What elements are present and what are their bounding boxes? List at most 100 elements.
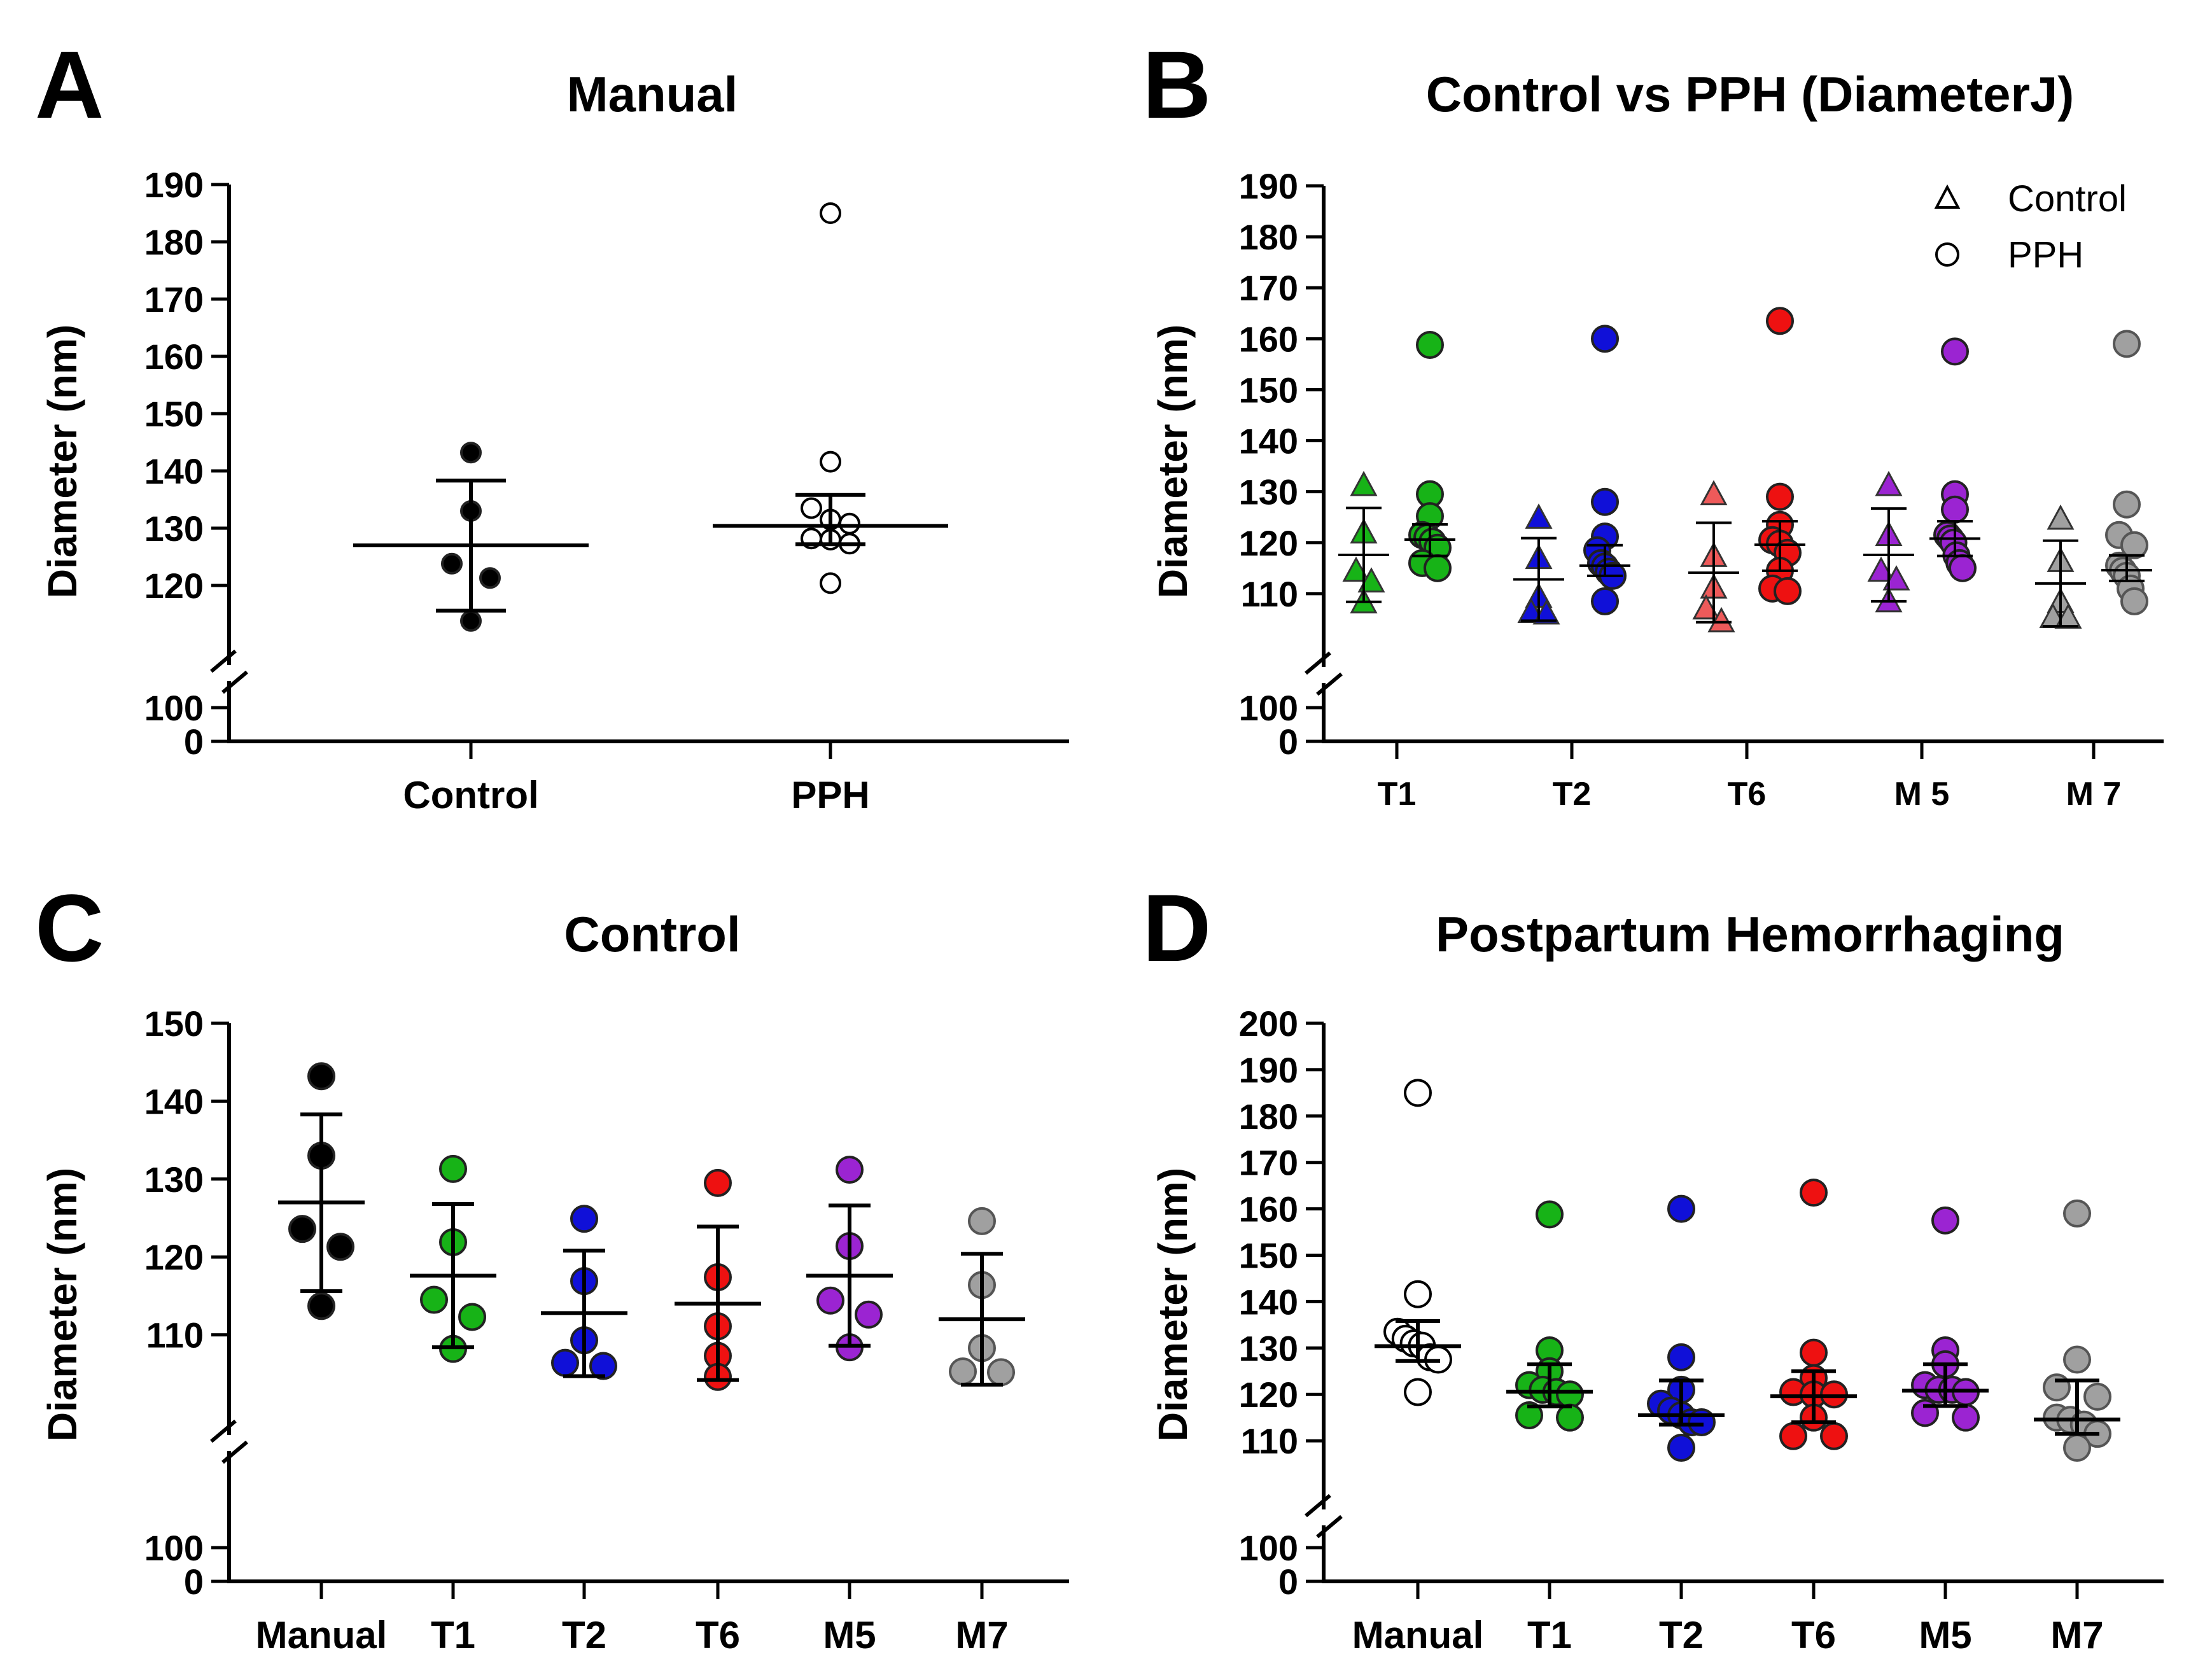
data-point-triangle <box>1342 556 1370 582</box>
y-tick-label: 150 <box>1239 1236 1298 1276</box>
x-tick-label: M 5 <box>1894 776 1950 813</box>
data-point-triangle <box>1357 567 1385 592</box>
data-point <box>288 1215 316 1243</box>
x-tick-label: Manual <box>1352 1614 1484 1656</box>
data-point-triangle <box>2047 504 2075 530</box>
y-tick-label: 0 <box>184 722 204 762</box>
y-tick-label: 0 <box>1278 722 1298 762</box>
panel-title: Control vs PPH (DiameterJ) <box>1426 66 2075 122</box>
y-tick-label: 100 <box>1239 688 1298 728</box>
y-tick-label: 150 <box>1239 370 1298 410</box>
x-tick-label: Manual <box>256 1614 388 1656</box>
data-point <box>570 1205 598 1233</box>
y-tick-label: 150 <box>144 1004 204 1044</box>
data-point <box>1766 307 1794 335</box>
y-tick-label: 130 <box>144 1159 204 1200</box>
y-tick-label: 130 <box>1239 1328 1298 1368</box>
legend-label: Control <box>2008 178 2127 220</box>
data-point-triangle <box>2054 603 2082 629</box>
y-tick-label: 200 <box>1239 1004 1298 1044</box>
x-tick-label: T1 <box>1378 776 1417 813</box>
data-point <box>949 1357 977 1386</box>
data-point <box>820 451 841 473</box>
data-point-triangle <box>1532 599 1560 625</box>
data-point <box>2120 531 2148 559</box>
x-tick-label: M7 <box>2050 1614 2103 1656</box>
data-point <box>1800 1179 1828 1207</box>
y-axis-label: Diameter (nm) <box>1150 1168 1196 1441</box>
y-tick-label: 170 <box>144 279 204 319</box>
x-tick-label: M7 <box>955 1614 1008 1656</box>
data-point <box>2113 490 2141 519</box>
data-point <box>968 1207 996 1235</box>
y-axis-label: Diameter (nm) <box>39 325 85 598</box>
axis-break-mark <box>1316 672 1343 696</box>
y-tick-label: 120 <box>144 1237 204 1277</box>
data-point-triangle <box>1867 556 1895 582</box>
y-tick-label: 140 <box>1239 421 1298 461</box>
panel-title: Control <box>564 906 740 962</box>
x-tick-label: T6 <box>696 1614 740 1656</box>
legend-label: PPH <box>2008 234 2083 276</box>
data-point <box>1591 587 1619 615</box>
data-point <box>820 202 841 224</box>
y-tick-label: 110 <box>1241 574 1298 614</box>
y-axis-label: Diameter (nm) <box>39 1168 85 1441</box>
data-point <box>801 497 822 519</box>
data-point <box>1688 1408 1716 1436</box>
y-tick-label: 0 <box>1278 1562 1298 1602</box>
data-point <box>2063 1199 2091 1228</box>
data-point <box>1952 1403 1980 1432</box>
data-point <box>1591 325 1619 353</box>
data-point-triangle <box>1525 503 1553 529</box>
data-point-triangle <box>1350 470 1378 496</box>
x-tick-label: T1 <box>431 1614 475 1656</box>
y-tick-label: 160 <box>1239 1189 1298 1229</box>
axis-break-mark <box>1305 651 1331 675</box>
data-point <box>1800 1338 1828 1367</box>
x-tick-label: M5 <box>823 1614 876 1656</box>
data-point <box>1515 1401 1543 1430</box>
data-point <box>855 1300 883 1329</box>
data-point <box>326 1233 354 1261</box>
x-tick-label: T6 <box>1791 1614 1836 1656</box>
data-point <box>460 610 482 632</box>
data-point <box>1667 1194 1695 1223</box>
data-point <box>420 1285 448 1314</box>
panel-letter: B <box>1142 31 1211 138</box>
data-point <box>1404 1079 1432 1107</box>
axis-break-mark <box>210 649 237 673</box>
x-tick-label: T1 <box>1527 1614 1572 1656</box>
panel-c: C Control Diameter (nm) 110 120 130 140 150 1000… <box>35 874 1069 1656</box>
data-point <box>1556 1403 1584 1432</box>
data-point <box>1774 577 1802 605</box>
y-tick-label: 190 <box>1239 1050 1298 1090</box>
y-tick-label: 190 <box>144 165 204 205</box>
y-tick-label: 140 <box>144 451 204 491</box>
data-point <box>1820 1422 1848 1450</box>
data-point <box>2113 330 2141 358</box>
data-point <box>1766 482 1794 511</box>
y-tick-label: 170 <box>1239 1143 1298 1183</box>
data-point <box>1667 1434 1695 1462</box>
y-tick-label: 180 <box>1239 217 1298 257</box>
data-point <box>1416 330 1444 359</box>
y-tick-label: 100 <box>1239 1528 1298 1568</box>
data-point <box>439 1154 467 1183</box>
data-point <box>1404 1280 1432 1308</box>
data-point <box>307 1292 335 1320</box>
data-point <box>460 442 482 464</box>
data-point <box>1941 337 1969 366</box>
y-tick-label: 120 <box>1239 523 1298 563</box>
data-point <box>441 552 463 575</box>
data-point <box>2063 1345 2091 1374</box>
y-tick-label: 110 <box>1241 1421 1298 1461</box>
panel-d: D Postpartum Hemorrhaging Diameter (nm) 110… <box>1142 874 2164 1656</box>
y-tick-label: 180 <box>1239 1096 1298 1137</box>
panel-title: Manual <box>567 66 738 122</box>
y-tick-label: 120 <box>1239 1375 1298 1415</box>
data-point <box>2063 1434 2091 1462</box>
data-point <box>458 1303 486 1331</box>
x-tick-label: T2 <box>1659 1614 1704 1656</box>
data-point <box>1941 495 1969 524</box>
